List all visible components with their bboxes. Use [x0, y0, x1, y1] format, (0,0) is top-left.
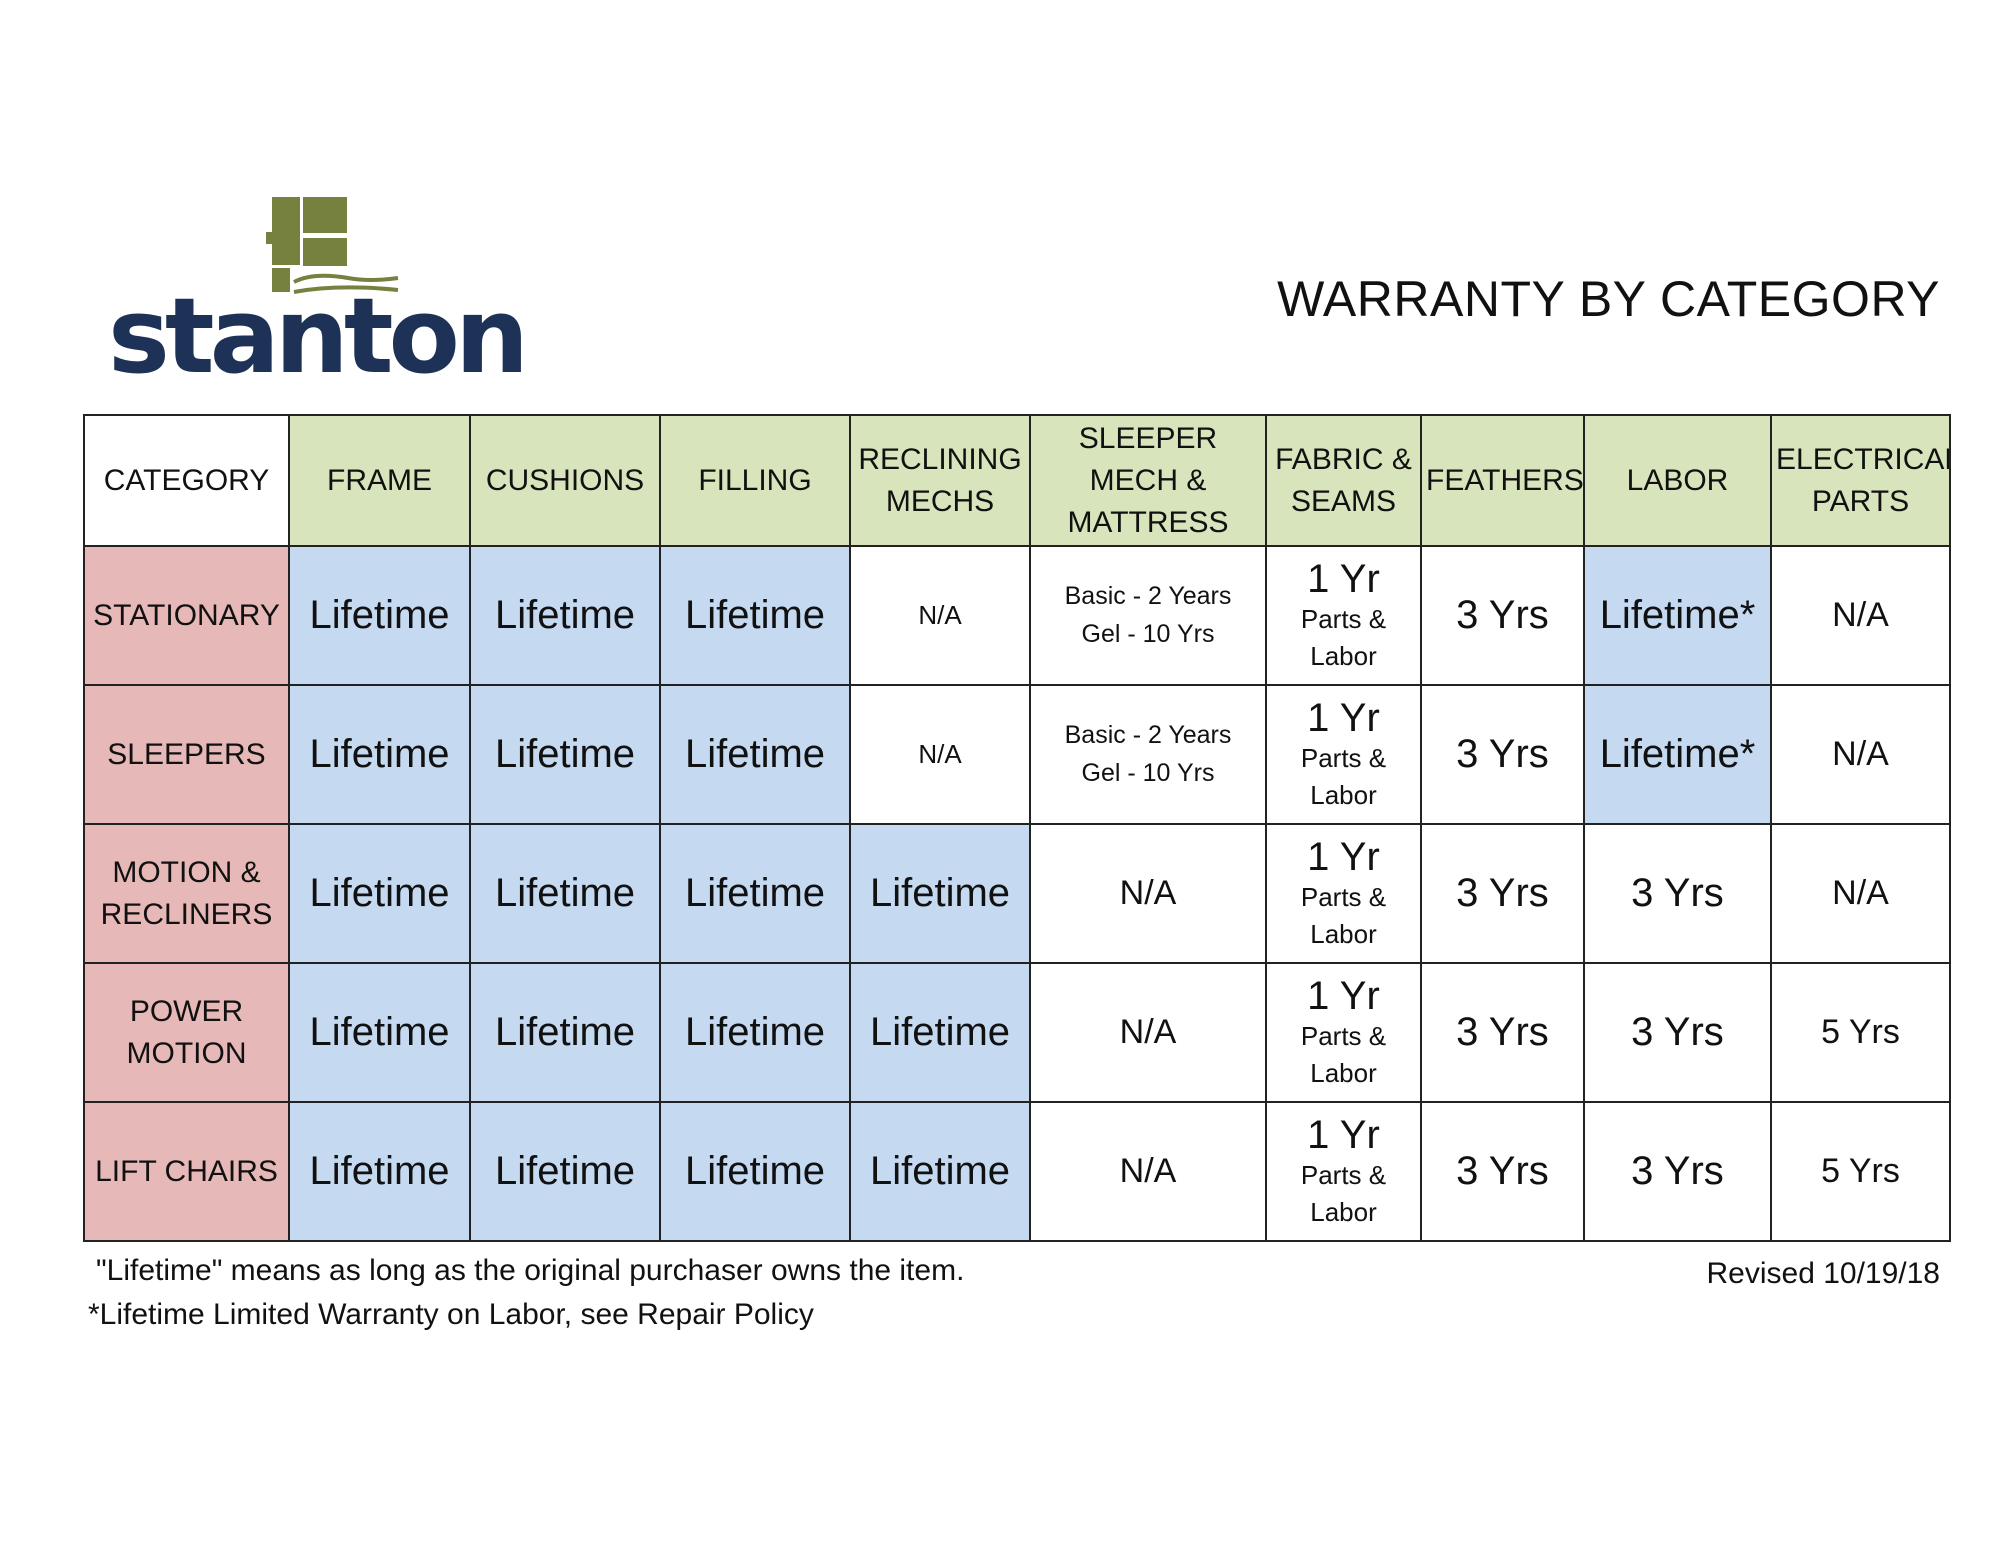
- category-cell: POWER MOTION: [83, 962, 290, 1103]
- fabric-coverage: Parts & Labor: [1300, 1021, 1387, 1088]
- header-reclining-mechs: RECLINING MECHS: [849, 414, 1031, 547]
- header-cushions: CUSHIONS: [469, 414, 661, 547]
- fabric-coverage: Parts & Labor: [1300, 743, 1387, 810]
- stanton-logo: stanton: [108, 194, 529, 388]
- reclining-cell: Lifetime: [849, 823, 1031, 964]
- labor-cell: 3 Yrs: [1583, 962, 1772, 1103]
- fabric-cell: 1 Yr Parts & Labor: [1265, 962, 1422, 1103]
- frame-cell: Lifetime: [288, 545, 471, 686]
- header-fabric-seams: FABRIC & SEAMS: [1265, 414, 1422, 547]
- fabric-coverage: Parts & Labor: [1300, 882, 1387, 949]
- labor-cell: Lifetime*: [1583, 684, 1772, 825]
- sleeper-cell: Basic - 2 Years Gel - 10 Yrs: [1029, 684, 1267, 825]
- filling-cell: Lifetime: [659, 545, 851, 686]
- warranty-table: CATEGORY FRAME CUSHIONS FILLING RECLININ…: [83, 414, 1951, 1242]
- electrical-cell: 5 Yrs: [1770, 962, 1951, 1103]
- frame-cell: Lifetime: [288, 1101, 471, 1242]
- category-cell: MOTION & RECLINERS: [83, 823, 290, 964]
- lifetime-definition-note: "Lifetime" means as long as the original…: [96, 1254, 965, 1287]
- brand-wordmark: stanton: [108, 275, 529, 397]
- table-row: SLEEPERS Lifetime Lifetime Lifetime N/A …: [83, 684, 1951, 825]
- labor-cell: 3 Yrs: [1583, 1101, 1772, 1242]
- table-row: MOTION & RECLINERS Lifetime Lifetime Lif…: [83, 823, 1951, 964]
- labor-warranty-note: *Lifetime Limited Warranty on Labor, see…: [88, 1298, 814, 1331]
- fabric-years: 1 Yr: [1307, 557, 1380, 602]
- fabric-years: 1 Yr: [1307, 696, 1380, 741]
- table-row: STATIONARY Lifetime Lifetime Lifetime N/…: [83, 545, 1951, 686]
- feathers-cell: 3 Yrs: [1420, 545, 1585, 686]
- revised-date: Revised 10/19/18: [1706, 1257, 1941, 1290]
- sleeper-cell: N/A: [1029, 962, 1267, 1103]
- table-row: LIFT CHAIRS Lifetime Lifetime Lifetime L…: [83, 1101, 1951, 1242]
- reclining-cell: Lifetime: [849, 962, 1031, 1103]
- frame-cell: Lifetime: [288, 823, 471, 964]
- frame-cell: Lifetime: [288, 962, 471, 1103]
- sleeper-cell: Basic - 2 Years Gel - 10 Yrs: [1029, 545, 1267, 686]
- filling-cell: Lifetime: [659, 684, 851, 825]
- electrical-cell: N/A: [1770, 823, 1951, 964]
- table-row: POWER MOTION Lifetime Lifetime Lifetime …: [83, 962, 1951, 1103]
- labor-cell: 3 Yrs: [1583, 823, 1772, 964]
- header-category: CATEGORY: [83, 414, 290, 547]
- sleeper-basic: Basic - 2 Years: [1064, 582, 1232, 610]
- cushions-cell: Lifetime: [469, 962, 661, 1103]
- fabric-cell: 1 Yr Parts & Labor: [1265, 545, 1422, 686]
- reclining-cell: N/A: [849, 545, 1031, 686]
- fabric-cell: 1 Yr Parts & Labor: [1265, 1101, 1422, 1242]
- header-sleeper-mech: SLEEPER MECH & MATTRESS: [1029, 414, 1267, 547]
- sleeper-gel: Gel - 10 Yrs: [1081, 758, 1215, 787]
- feathers-cell: 3 Yrs: [1420, 962, 1585, 1103]
- frame-cell: Lifetime: [288, 684, 471, 825]
- filling-cell: Lifetime: [659, 962, 851, 1103]
- category-cell: LIFT CHAIRS: [83, 1101, 290, 1242]
- header-labor: LABOR: [1583, 414, 1772, 547]
- electrical-cell: N/A: [1770, 684, 1951, 825]
- sleeper-gel: Gel - 10 Yrs: [1081, 619, 1215, 648]
- fabric-years: 1 Yr: [1307, 974, 1380, 1019]
- cushions-cell: Lifetime: [469, 545, 661, 686]
- header-feathers: FEATHERS: [1420, 414, 1585, 547]
- category-cell: STATIONARY: [83, 545, 290, 686]
- header-filling: FILLING: [659, 414, 851, 547]
- electrical-cell: 5 Yrs: [1770, 1101, 1951, 1242]
- cushions-cell: Lifetime: [469, 823, 661, 964]
- feathers-cell: 3 Yrs: [1420, 1101, 1585, 1242]
- labor-cell: Lifetime*: [1583, 545, 1772, 686]
- fabric-cell: 1 Yr Parts & Labor: [1265, 684, 1422, 825]
- fabric-coverage: Parts & Labor: [1300, 604, 1387, 671]
- fabric-cell: 1 Yr Parts & Labor: [1265, 823, 1422, 964]
- header-electrical-parts: ELECTRICAL PARTS: [1770, 414, 1951, 547]
- cushions-cell: Lifetime: [469, 684, 661, 825]
- sleeper-cell: N/A: [1029, 823, 1267, 964]
- filling-cell: Lifetime: [659, 1101, 851, 1242]
- feathers-cell: 3 Yrs: [1420, 684, 1585, 825]
- header-row: CATEGORY FRAME CUSHIONS FILLING RECLININ…: [83, 414, 1951, 547]
- electrical-cell: N/A: [1770, 545, 1951, 686]
- reclining-cell: N/A: [849, 684, 1031, 825]
- category-cell: SLEEPERS: [83, 684, 290, 825]
- fabric-coverage: Parts & Labor: [1300, 1160, 1387, 1227]
- sleeper-cell: N/A: [1029, 1101, 1267, 1242]
- header-frame: FRAME: [288, 414, 471, 547]
- cushions-cell: Lifetime: [469, 1101, 661, 1242]
- feathers-cell: 3 Yrs: [1420, 823, 1585, 964]
- fabric-years: 1 Yr: [1307, 1113, 1380, 1158]
- stanton-mark-icon: [266, 197, 399, 294]
- sleeper-basic: Basic - 2 Years: [1064, 721, 1232, 749]
- reclining-cell: Lifetime: [849, 1101, 1031, 1242]
- filling-cell: Lifetime: [659, 823, 851, 964]
- fabric-years: 1 Yr: [1307, 835, 1380, 880]
- page-title: WARRANTY BY CATEGORY: [1277, 271, 1940, 327]
